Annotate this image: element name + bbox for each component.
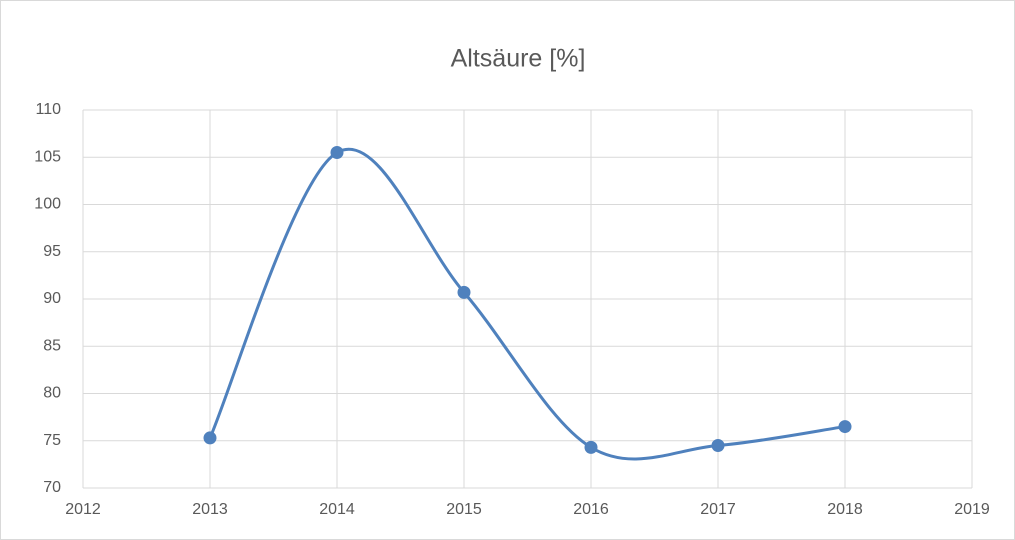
- x-tick-label: 2014: [319, 501, 355, 518]
- x-tick-label: 2017: [700, 501, 736, 518]
- data-point: [838, 420, 852, 434]
- y-tick-label: 85: [43, 337, 61, 354]
- y-tick-label: 95: [43, 243, 61, 260]
- x-tick-label: 2013: [192, 501, 228, 518]
- x-tick-label: 2016: [573, 501, 609, 518]
- y-tick-label: 80: [43, 385, 61, 402]
- data-point: [711, 438, 725, 452]
- chart-title: Altsäure [%]: [451, 45, 586, 73]
- data-point: [584, 440, 598, 454]
- y-tick-label: 70: [43, 479, 61, 496]
- y-tick-label: 90: [43, 290, 61, 307]
- x-tick-label: 2019: [954, 501, 990, 518]
- data-point: [457, 285, 471, 299]
- x-tick-label: 2018: [827, 501, 863, 518]
- data-point: [203, 431, 217, 445]
- y-tick-label: 75: [43, 432, 61, 449]
- x-tick-label: 2015: [446, 501, 482, 518]
- data-point: [330, 146, 344, 160]
- y-tick-label: 110: [35, 101, 61, 118]
- y-tick-label: 100: [34, 196, 61, 213]
- x-tick-label: 2012: [65, 501, 101, 518]
- y-tick-label: 105: [34, 148, 61, 165]
